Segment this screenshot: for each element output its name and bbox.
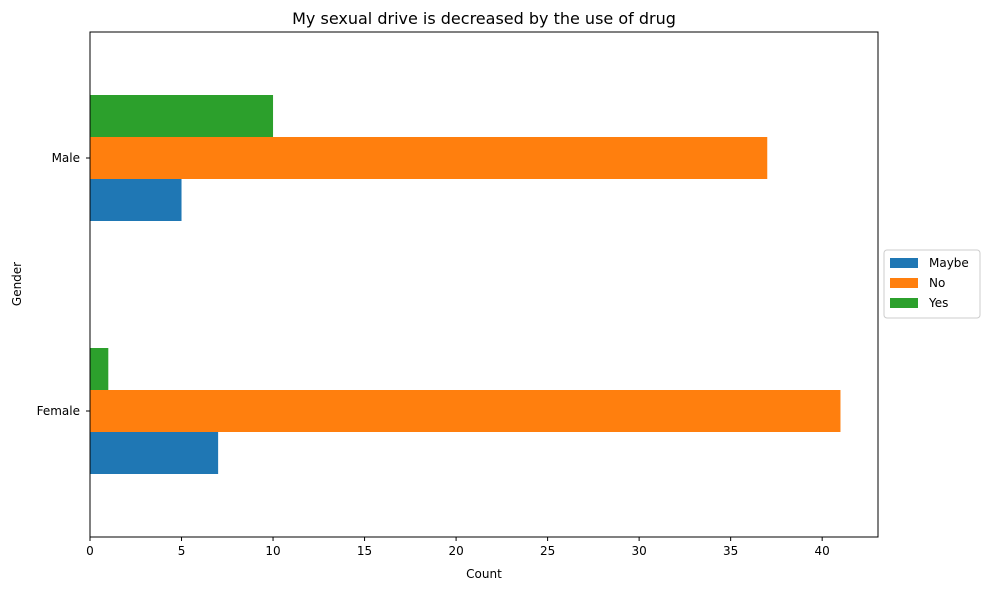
- y-axis-ticks: Female Male: [37, 151, 90, 418]
- plot-frame: [89, 31, 879, 538]
- x-tick-label: 15: [357, 544, 372, 558]
- x-tick-label: 5: [178, 544, 186, 558]
- legend-swatch-yes: [890, 298, 918, 308]
- x-tick-label: 35: [723, 544, 738, 558]
- x-axis-ticks: 0 5 10 15 20 25 30 35 40: [86, 537, 830, 558]
- bar-male-yes: [90, 95, 274, 137]
- legend: Maybe No Yes: [883, 249, 981, 319]
- x-tick-label: 10: [265, 544, 280, 558]
- y-axis-label: Gender: [10, 262, 24, 306]
- x-tick-label: 40: [815, 544, 830, 558]
- legend-swatch-maybe: [890, 258, 918, 268]
- x-tick-label: 0: [86, 544, 94, 558]
- x-tick-label: 20: [448, 544, 463, 558]
- bar-male-maybe: [90, 179, 182, 221]
- legend-swatch-no: [890, 278, 918, 288]
- y-tick-label: Male: [52, 151, 80, 165]
- x-tick-label: 30: [631, 544, 646, 558]
- bar-female-yes: [90, 348, 109, 390]
- y-tick-label: Female: [37, 404, 80, 418]
- bar-male-no: [90, 137, 768, 179]
- bar-female-no: [90, 390, 841, 432]
- bars-layer: [90, 95, 841, 474]
- x-axis-label: Count: [466, 567, 502, 581]
- legend-label-no: No: [929, 276, 945, 290]
- bar-female-maybe: [90, 432, 219, 474]
- chart-title: My sexual drive is decreased by the use …: [292, 9, 676, 28]
- x-tick-label: 25: [540, 544, 555, 558]
- legend-label-maybe: Maybe: [929, 256, 969, 270]
- legend-label-yes: Yes: [928, 296, 948, 310]
